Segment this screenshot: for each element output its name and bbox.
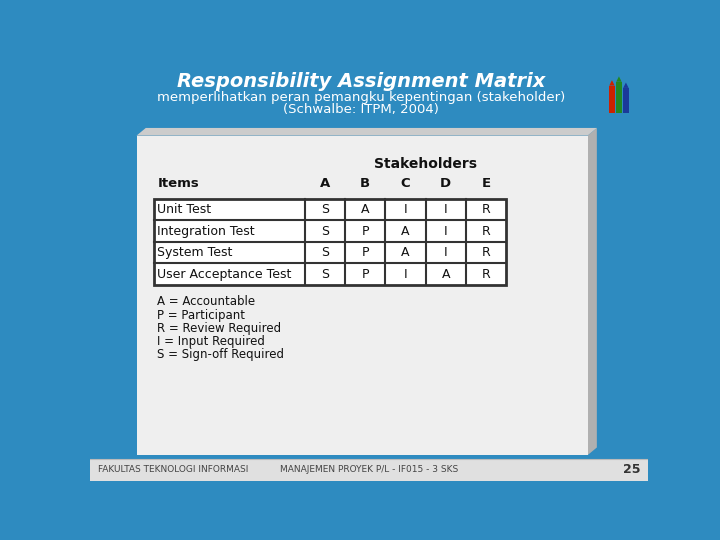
Text: S: S [321,225,329,238]
Text: E: E [482,177,490,190]
Polygon shape [624,83,629,88]
Text: R: R [482,203,490,216]
Text: P: P [361,246,369,259]
Text: R: R [482,246,490,259]
Text: A = Accountable: A = Accountable [158,295,256,308]
Polygon shape [616,76,621,82]
Text: R = Review Required: R = Review Required [158,322,282,335]
Text: I: I [444,225,448,238]
Text: Responsibility Assignment Matrix: Responsibility Assignment Matrix [177,72,546,91]
Polygon shape [137,128,597,136]
Text: memperlihatkan peran pemangku kepentingan (stakeholder): memperlihatkan peran pemangku kepentinga… [157,91,565,104]
Bar [616,82,621,112]
Text: A: A [401,225,410,238]
Polygon shape [609,80,615,85]
Text: User Acceptance Test: User Acceptance Test [158,268,292,281]
Text: A: A [401,246,410,259]
Bar [90,459,648,481]
Text: 25: 25 [623,463,640,476]
Text: P: P [361,225,369,238]
Text: A: A [441,268,450,281]
Text: I = Input Required: I = Input Required [158,335,265,348]
Text: Unit Test: Unit Test [158,203,212,216]
Text: System Test: System Test [158,246,233,259]
Polygon shape [588,128,597,455]
Text: S = Sign-off Required: S = Sign-off Required [158,348,284,361]
Text: R: R [482,225,490,238]
Text: S: S [321,268,329,281]
Text: Integration Test: Integration Test [158,225,255,238]
Text: Stakeholders: Stakeholders [374,157,477,171]
Bar [609,85,615,112]
Text: FAKULTAS TEKNOLOGI INFORMASI: FAKULTAS TEKNOLOGI INFORMASI [98,465,248,474]
Text: I: I [444,203,448,216]
Text: S: S [321,203,329,216]
Text: I: I [404,268,408,281]
Text: B: B [360,177,370,190]
Bar [153,199,506,285]
Text: (Schwalbe: ITPM, 2004): (Schwalbe: ITPM, 2004) [283,103,439,116]
Text: D: D [440,177,451,190]
Text: A: A [361,203,369,216]
Text: A: A [320,177,330,190]
Text: S: S [321,246,329,259]
Text: Items: Items [158,177,200,190]
Bar [137,136,588,455]
Text: MANAJEMEN PROYEK P/L - IF015 - 3 SKS: MANAJEMEN PROYEK P/L - IF015 - 3 SKS [280,465,458,474]
Bar [624,88,629,112]
Text: P: P [361,268,369,281]
Text: C: C [400,177,410,190]
Text: R: R [482,268,490,281]
Text: P = Participant: P = Participant [158,308,246,321]
Text: I: I [444,246,448,259]
Text: I: I [404,203,408,216]
